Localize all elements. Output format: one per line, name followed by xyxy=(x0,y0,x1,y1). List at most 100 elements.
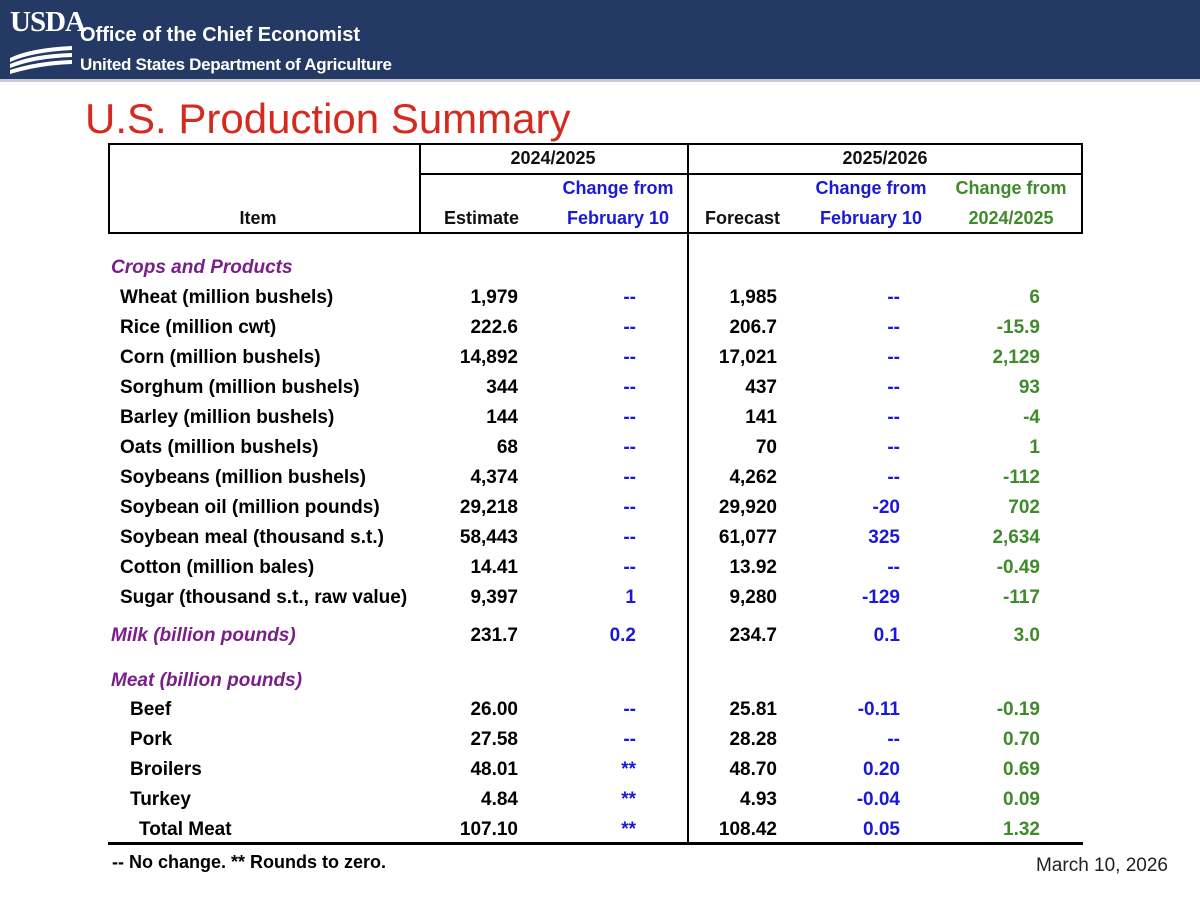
table-row: Barley (million bushels) 144 -- 141 -- -4 xyxy=(108,407,1083,437)
cell-change-feb-forecast: -- xyxy=(887,467,900,488)
cell-change-feb-forecast: -- xyxy=(887,347,900,368)
col-change-prev-b: 2024/2025 xyxy=(968,208,1054,228)
cell-estimate: 4.84 xyxy=(481,789,518,810)
col-change-feb-2b: February 10 xyxy=(819,208,923,228)
cell-item: Broilers xyxy=(130,759,202,780)
cell-change-feb: -- xyxy=(623,527,636,548)
table-bottom-border xyxy=(108,842,1083,845)
cell-change-prev: 93 xyxy=(1018,377,1040,398)
cell-forecast: 206.7 xyxy=(729,317,777,338)
cell-item: Soybean meal (thousand s.t.) xyxy=(120,527,384,548)
cell-change-feb-forecast: -- xyxy=(887,437,900,458)
cell-forecast: 1,985 xyxy=(729,287,777,308)
group-2024-2025: 2024/2025 xyxy=(510,148,596,168)
cell-change-feb: ** xyxy=(621,789,636,810)
table-row: Broilers 48.01 ** 48.70 0.20 0.69 xyxy=(108,759,1083,789)
cell-estimate: 27.58 xyxy=(470,729,518,750)
cell-change-prev: 702 xyxy=(1008,497,1040,518)
table-row: Sorghum (million bushels) 344 -- 437 -- 93 xyxy=(108,377,1083,407)
cell-estimate: 14,892 xyxy=(459,347,518,368)
cell-change-prev: -4 xyxy=(1023,407,1040,428)
cell-estimate: 29,218 xyxy=(459,497,518,518)
cell-estimate: 222.6 xyxy=(470,317,518,338)
cell-forecast: 234.7 xyxy=(729,625,777,646)
cell-change-feb: ** xyxy=(621,819,636,840)
left-border xyxy=(108,143,110,234)
cell-forecast: 437 xyxy=(745,377,777,398)
cell-estimate: 144 xyxy=(486,407,518,428)
cell-change-prev: -15.9 xyxy=(996,317,1040,338)
col-estimate: Estimate xyxy=(444,208,520,228)
table-row: Total Meat 107.10 ** 108.42 0.05 1.32 xyxy=(108,819,1083,849)
cell-change-feb: -- xyxy=(623,467,636,488)
cell-change-feb: ** xyxy=(621,759,636,780)
cell-change-feb: -- xyxy=(623,407,636,428)
cell-change-feb: -- xyxy=(623,377,636,398)
table-row: Soybeans (million bushels) 4,374 -- 4,262 --… xyxy=(108,467,1083,497)
cell-change-feb: -- xyxy=(623,557,636,578)
cell-forecast: 28.28 xyxy=(729,729,777,750)
table-row: Oats (million bushels) 68 -- 70 -- 1 xyxy=(108,437,1083,467)
table-row: Cotton (million bales) 14.41 -- 13.92 -- -0.4… xyxy=(108,557,1083,587)
cell-estimate: 1,979 xyxy=(470,287,518,308)
cell-estimate: 9,397 xyxy=(470,587,518,608)
cell-estimate: 48.01 xyxy=(470,759,518,780)
cell-change-prev: 1 xyxy=(1029,437,1040,458)
cell-item: Cotton (million bales) xyxy=(120,557,315,578)
cell-estimate: 344 xyxy=(486,377,518,398)
header-banner: USDA Office of the Chief Economist Unite… xyxy=(0,0,1200,82)
cell-change-feb-forecast: -- xyxy=(887,287,900,308)
cell-forecast: 25.81 xyxy=(729,699,777,720)
table-row: Rice (million cwt) 222.6 -- 206.7 -- -15.9 xyxy=(108,317,1083,347)
col-change-feb-1b: February 10 xyxy=(566,208,670,228)
cell-forecast: 70 xyxy=(755,437,777,458)
table-row: Soybean oil (million pounds) 29,218 -- 29,9… xyxy=(108,497,1083,527)
table-row: Pork 27.58 -- 28.28 -- 0.70 xyxy=(108,729,1083,759)
cell-change-feb: 0.2 xyxy=(609,625,636,646)
cell-change-feb: -- xyxy=(623,497,636,518)
dept-name: United States Department of Agriculture xyxy=(80,55,392,74)
cell-change-prev: 2,129 xyxy=(992,347,1040,368)
table-row: Turkey 4.84 ** 4.93 -0.04 0.09 xyxy=(108,789,1083,819)
section-meat: Meat (billion pounds) xyxy=(111,670,303,691)
cell-change-feb-forecast: -0.11 xyxy=(857,699,900,720)
cell-item: Rice (million cwt) xyxy=(120,317,277,338)
cell-change-feb-forecast: -20 xyxy=(872,497,900,518)
col-change-prev: Change from xyxy=(955,178,1067,198)
cell-item: Soybean oil (million pounds) xyxy=(120,497,380,518)
cell-change-prev: -0.49 xyxy=(996,557,1040,578)
header-bottom-border xyxy=(108,232,1083,234)
cell-forecast: 108.42 xyxy=(718,819,777,840)
cell-item: Barley (million bushels) xyxy=(120,407,335,428)
cell-forecast: 9,280 xyxy=(729,587,777,608)
cell-estimate: 26.00 xyxy=(470,699,518,720)
cell-estimate: 231.7 xyxy=(470,625,518,646)
cell-item: Oats (million bushels) xyxy=(120,437,319,458)
cell-change-feb: -- xyxy=(623,437,636,458)
cell-change-prev: -0.19 xyxy=(996,699,1040,720)
cell-change-feb-forecast: -- xyxy=(887,557,900,578)
year-divider xyxy=(687,143,689,844)
cell-change-feb-forecast: 325 xyxy=(868,527,900,548)
cell-estimate: 4,374 xyxy=(470,467,518,488)
usda-logo-waves-icon xyxy=(10,46,72,74)
cell-item: Beef xyxy=(130,699,172,720)
cell-item: Wheat (million bushels) xyxy=(120,287,334,308)
table-row-milk: Milk (billion pounds) 231.7 0.2 234.7 0.… xyxy=(108,625,1083,655)
cell-item: Total Meat xyxy=(139,819,232,840)
production-table: 2024/2025 2025/2026 Item Estimate Change… xyxy=(108,143,1083,845)
cell-change-feb-forecast: -- xyxy=(887,317,900,338)
cell-estimate: 14.41 xyxy=(470,557,518,578)
org-name: Office of the Chief Economist xyxy=(80,24,361,46)
cell-change-feb-forecast: -129 xyxy=(861,587,900,608)
cell-estimate: 58,443 xyxy=(459,527,518,548)
cell-estimate: 107.10 xyxy=(459,819,518,840)
table-top-border xyxy=(108,143,1083,145)
col-forecast: Forecast xyxy=(705,208,781,228)
cell-forecast: 17,021 xyxy=(718,347,777,368)
cell-change-feb-forecast: -- xyxy=(887,729,900,750)
cell-change-feb-forecast: 0.20 xyxy=(863,759,900,780)
cell-change-prev: 0.09 xyxy=(1003,789,1040,810)
cell-item: Corn (million bushels) xyxy=(120,347,321,368)
cell-change-prev: 1.32 xyxy=(1003,819,1040,840)
